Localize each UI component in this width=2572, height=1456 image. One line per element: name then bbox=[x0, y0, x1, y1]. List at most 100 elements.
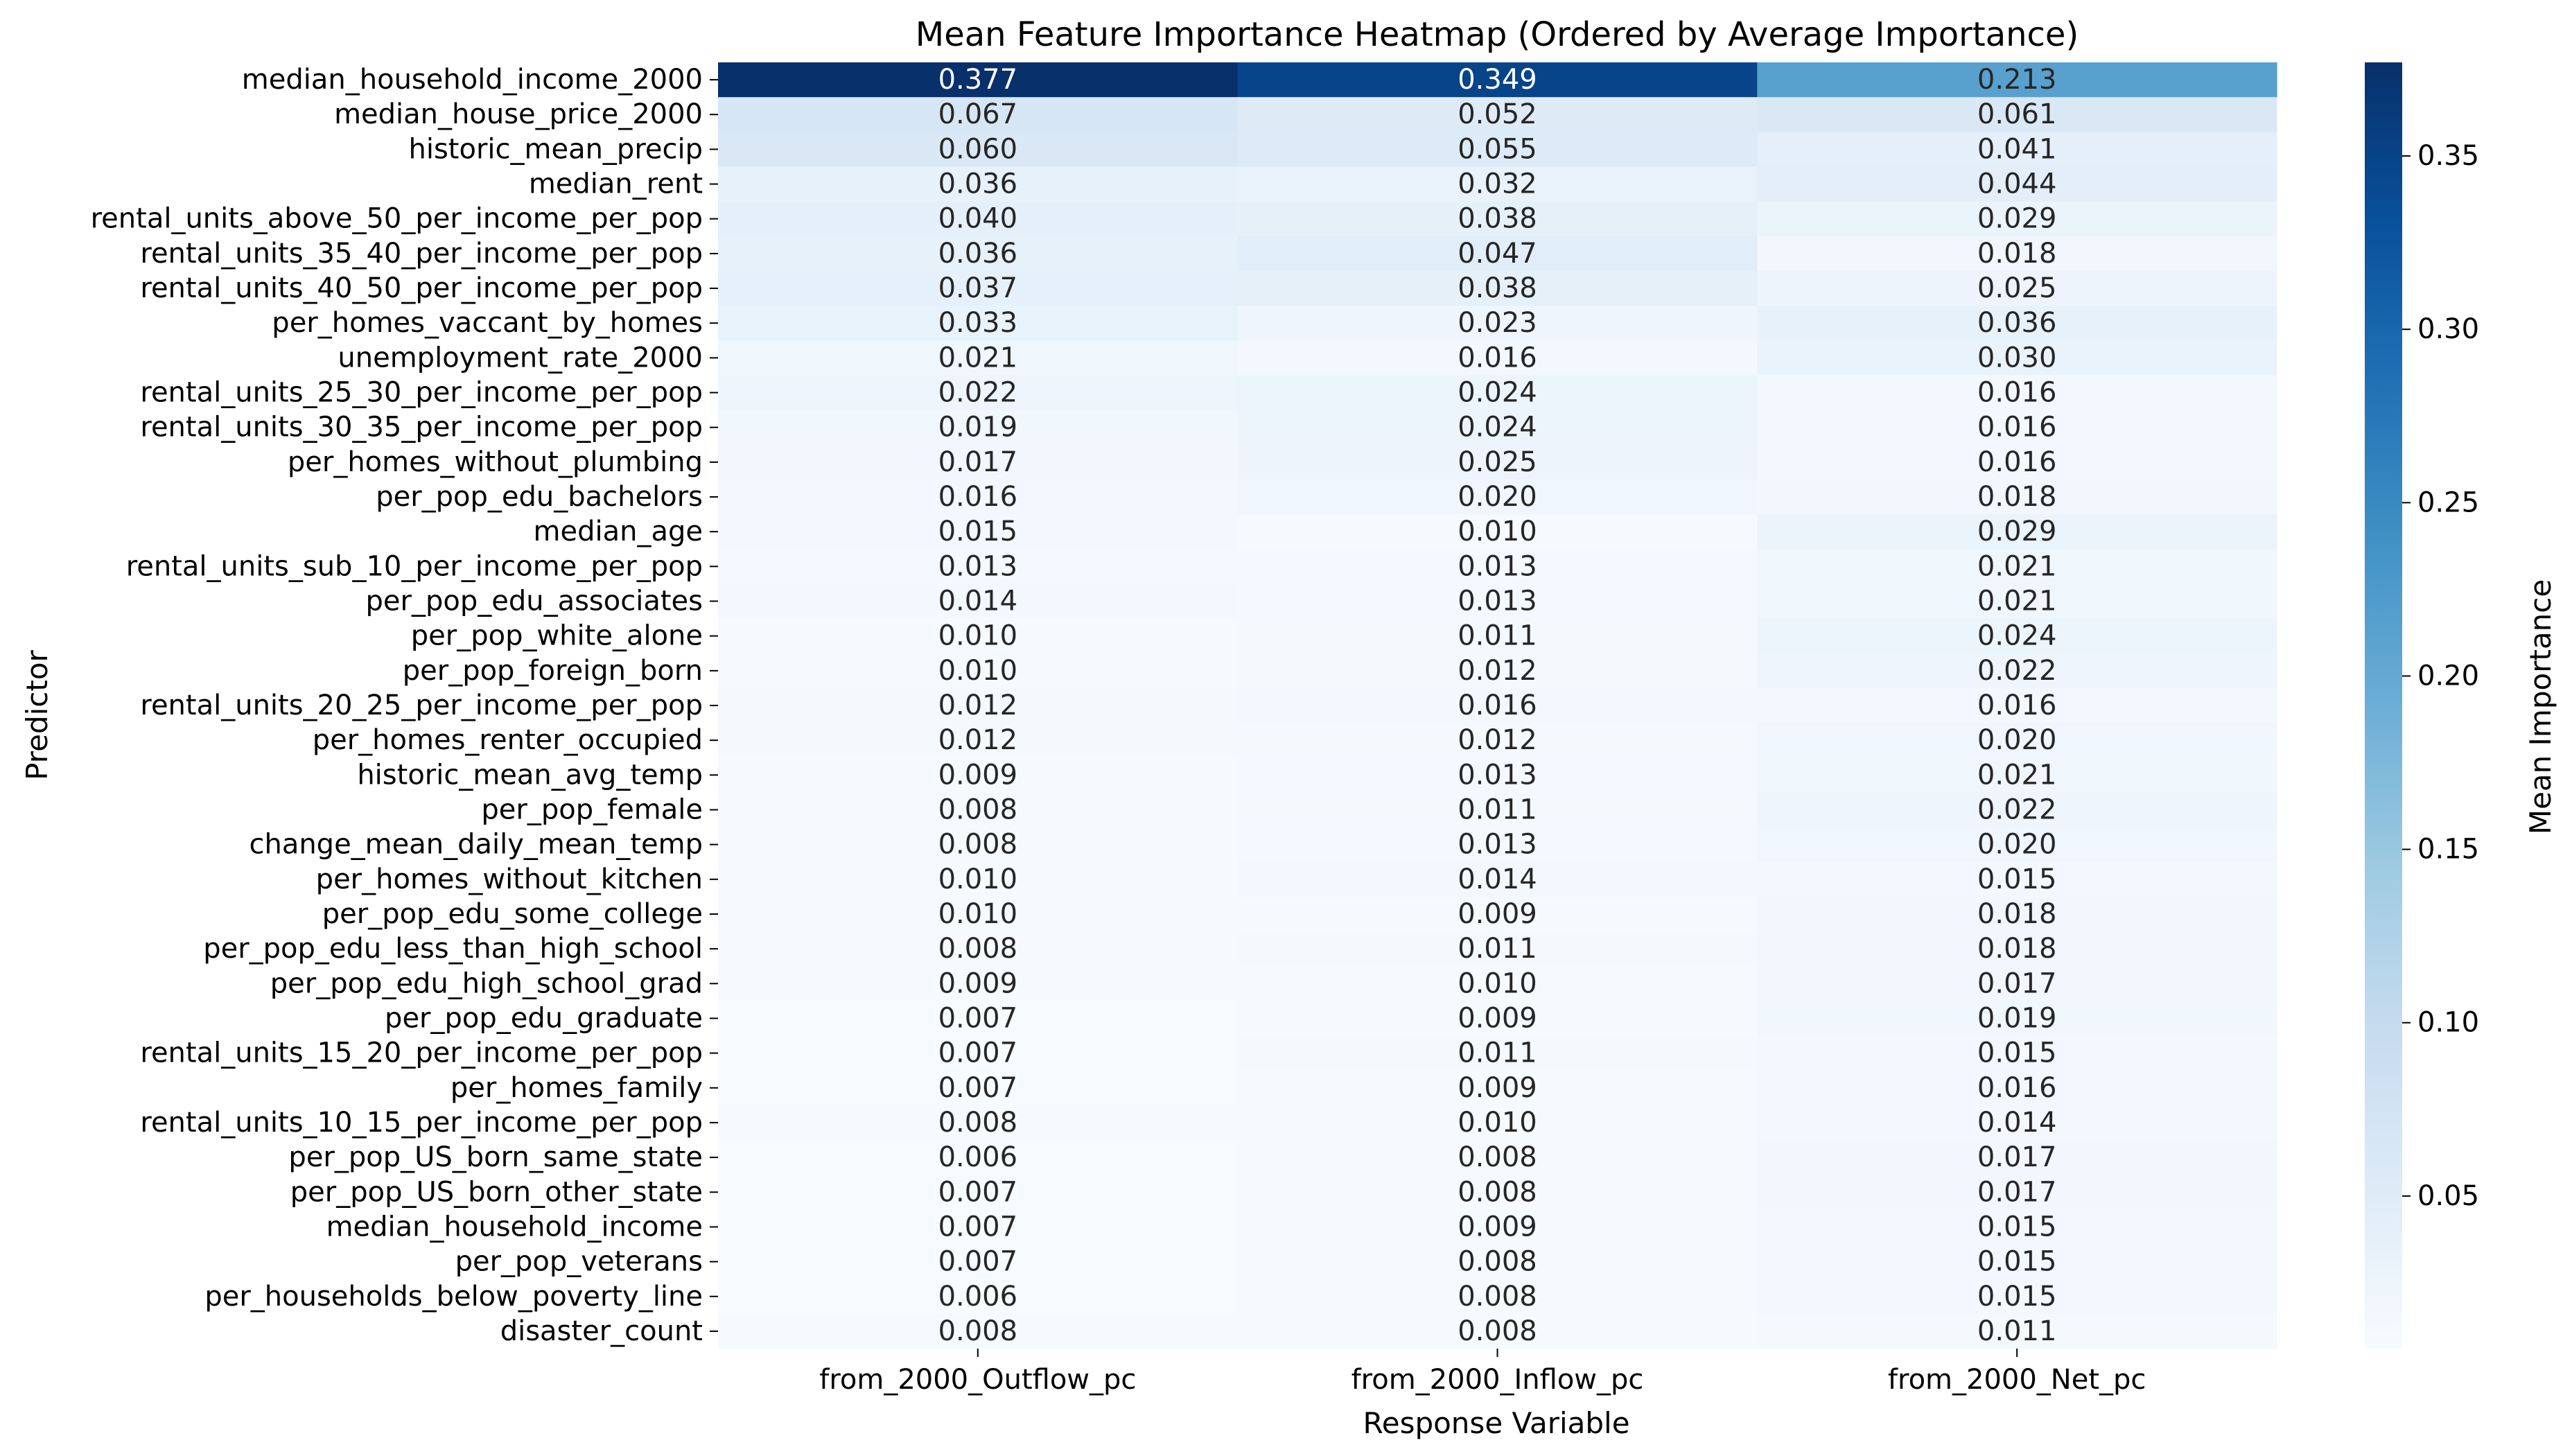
heatmap-cell bbox=[1237, 931, 1758, 967]
cell-value-label: 0.021 bbox=[938, 342, 1018, 374]
cell-value-label: 0.022 bbox=[1977, 655, 2057, 687]
cell-value-label: 0.012 bbox=[938, 690, 1018, 721]
heatmap-cell bbox=[718, 584, 1239, 620]
heatmap-cell bbox=[718, 270, 1239, 306]
cell-value-label: 0.030 bbox=[1977, 342, 2057, 374]
heatmap-cell bbox=[718, 97, 1239, 132]
colorbar-tick-label: 0.20 bbox=[2417, 660, 2479, 692]
cell-value-label: 0.025 bbox=[1977, 272, 2057, 304]
cell-value-label: 0.016 bbox=[1977, 446, 2057, 478]
colorbar-tick-label: 0.15 bbox=[2417, 834, 2479, 866]
cell-value-label: 0.041 bbox=[1977, 133, 2057, 165]
heatmap-cell bbox=[1237, 97, 1758, 132]
cell-value-label: 0.020 bbox=[1458, 481, 1537, 513]
row-tick-label: per_homes_renter_occupied bbox=[313, 724, 703, 756]
cell-value-label: 0.038 bbox=[1458, 203, 1537, 235]
heatmap-cell bbox=[718, 1209, 1239, 1245]
heatmap-cell bbox=[1757, 792, 2277, 828]
cell-value-label: 0.020 bbox=[1977, 829, 2057, 861]
heatmap-cell bbox=[718, 1105, 1239, 1141]
cell-value-label: 0.013 bbox=[1458, 829, 1537, 861]
colorbar-label: Mean Importance bbox=[2523, 579, 2557, 834]
heatmap-cell bbox=[1237, 827, 1758, 863]
cell-value-label: 0.012 bbox=[1458, 655, 1537, 687]
heatmap-cell bbox=[718, 1070, 1239, 1106]
cell-value-label: 0.014 bbox=[1977, 1107, 2057, 1139]
cell-value-label: 0.024 bbox=[1977, 620, 2057, 652]
cell-value-label: 0.008 bbox=[1458, 1176, 1537, 1208]
heatmap-cell bbox=[1237, 375, 1758, 411]
heatmap-cell bbox=[718, 410, 1239, 446]
heatmap-cell bbox=[1757, 62, 2277, 98]
heatmap-cell bbox=[718, 653, 1239, 689]
cell-value-label: 0.016 bbox=[1977, 1072, 2057, 1104]
heatmap-cell bbox=[718, 514, 1239, 550]
heatmap-cell bbox=[718, 1175, 1239, 1210]
heatmap-cell bbox=[1757, 97, 2277, 132]
cell-value-label: 0.016 bbox=[1977, 412, 2057, 444]
row-tick-label: rental_units_25_30_per_income_per_pop bbox=[140, 377, 703, 409]
cell-value-label: 0.009 bbox=[1458, 1002, 1537, 1034]
cell-value-label: 0.013 bbox=[1458, 550, 1537, 582]
cell-value-label: 0.017 bbox=[1977, 1141, 2057, 1173]
column-tick-label: from_2000_Inflow_pc bbox=[1351, 1364, 1644, 1396]
heatmap-cell bbox=[1757, 444, 2277, 480]
heatmap-cell bbox=[718, 931, 1239, 967]
heatmap-cell bbox=[1757, 270, 2277, 306]
heatmap-cell bbox=[718, 549, 1239, 585]
cell-value-label: 0.023 bbox=[1458, 307, 1537, 339]
cell-value-label: 0.008 bbox=[1458, 1281, 1537, 1313]
cell-value-label: 0.014 bbox=[1458, 863, 1537, 895]
cell-value-label: 0.349 bbox=[1458, 64, 1537, 96]
cell-value-label: 0.008 bbox=[938, 829, 1018, 861]
heatmap-cell bbox=[718, 792, 1239, 828]
colorbar-tick-label: 0.10 bbox=[2417, 1007, 2479, 1039]
cell-value-label: 0.007 bbox=[938, 1211, 1018, 1243]
cell-value-label: 0.016 bbox=[1458, 342, 1537, 374]
cell-value-label: 0.036 bbox=[1977, 307, 2057, 339]
cell-value-label: 0.014 bbox=[938, 586, 1018, 617]
column-labels: from_2000_Outflow_pc from_2000_Inflow_pc f… bbox=[819, 1349, 2146, 1396]
heatmap-cell bbox=[1237, 757, 1758, 793]
heatmap-cell bbox=[1757, 306, 2277, 341]
cell-value-label: 0.052 bbox=[1458, 98, 1537, 130]
heatmap-cell bbox=[1757, 1209, 2277, 1245]
heatmap-cell bbox=[1237, 792, 1758, 828]
row-tick-label: rental_units_above_50_per_income_per_pop bbox=[91, 203, 703, 235]
heatmap-cell bbox=[1237, 1244, 1758, 1280]
heatmap-cell bbox=[718, 340, 1239, 376]
cell-value-label: 0.020 bbox=[1977, 724, 2057, 756]
cell-value-label: 0.010 bbox=[1458, 967, 1537, 999]
cell-value-label: 0.021 bbox=[1977, 586, 2057, 617]
heatmap-cells: 0.377 0.349 0.213 0.067 0.052 0.061 0.060 0.055… bbox=[718, 62, 2277, 1349]
colorbar-tick-label: 0.25 bbox=[2417, 486, 2479, 518]
chart-title: Mean Feature Importance Heatmap (Ordered… bbox=[916, 15, 2079, 54]
cell-value-label: 0.010 bbox=[938, 655, 1018, 687]
cell-value-label: 0.019 bbox=[1977, 1002, 2057, 1034]
row-tick-label: historic_mean_precip bbox=[408, 133, 703, 165]
heatmap-cell bbox=[1757, 1070, 2277, 1106]
colorbar-ticks: 0.05 0.10 0.15 0.20 0.25 0.30 0.35 bbox=[2402, 140, 2479, 1212]
row-tick-label: rental_units_35_40_per_income_per_pop bbox=[140, 238, 703, 270]
row-tick-label: rental_units_15_20_per_income_per_pop bbox=[140, 1037, 703, 1069]
heatmap-cell bbox=[1757, 687, 2277, 723]
heatmap-cell bbox=[718, 306, 1239, 341]
heatmap-cell bbox=[1237, 584, 1758, 620]
heatmap-cell bbox=[1237, 1001, 1758, 1037]
heatmap-cell bbox=[1237, 479, 1758, 515]
cell-value-label: 0.011 bbox=[1458, 620, 1537, 652]
cell-value-label: 0.007 bbox=[938, 1072, 1018, 1104]
heatmap-cell bbox=[1757, 653, 2277, 689]
cell-value-label: 0.007 bbox=[938, 1002, 1018, 1034]
heatmap-cell bbox=[1237, 201, 1758, 237]
cell-value-label: 0.009 bbox=[1458, 1072, 1537, 1104]
heatmap-cell bbox=[718, 1001, 1239, 1037]
cell-value-label: 0.007 bbox=[938, 1246, 1018, 1278]
heatmap-cell bbox=[1757, 375, 2277, 411]
cell-value-label: 0.047 bbox=[1458, 238, 1537, 270]
heatmap-cell bbox=[1237, 1175, 1758, 1210]
cell-value-label: 0.021 bbox=[1977, 550, 2057, 582]
heatmap-cell bbox=[1237, 1313, 1758, 1349]
row-tick-label: rental_units_sub_10_per_income_per_pop bbox=[126, 550, 703, 582]
cell-value-label: 0.016 bbox=[1977, 690, 2057, 721]
